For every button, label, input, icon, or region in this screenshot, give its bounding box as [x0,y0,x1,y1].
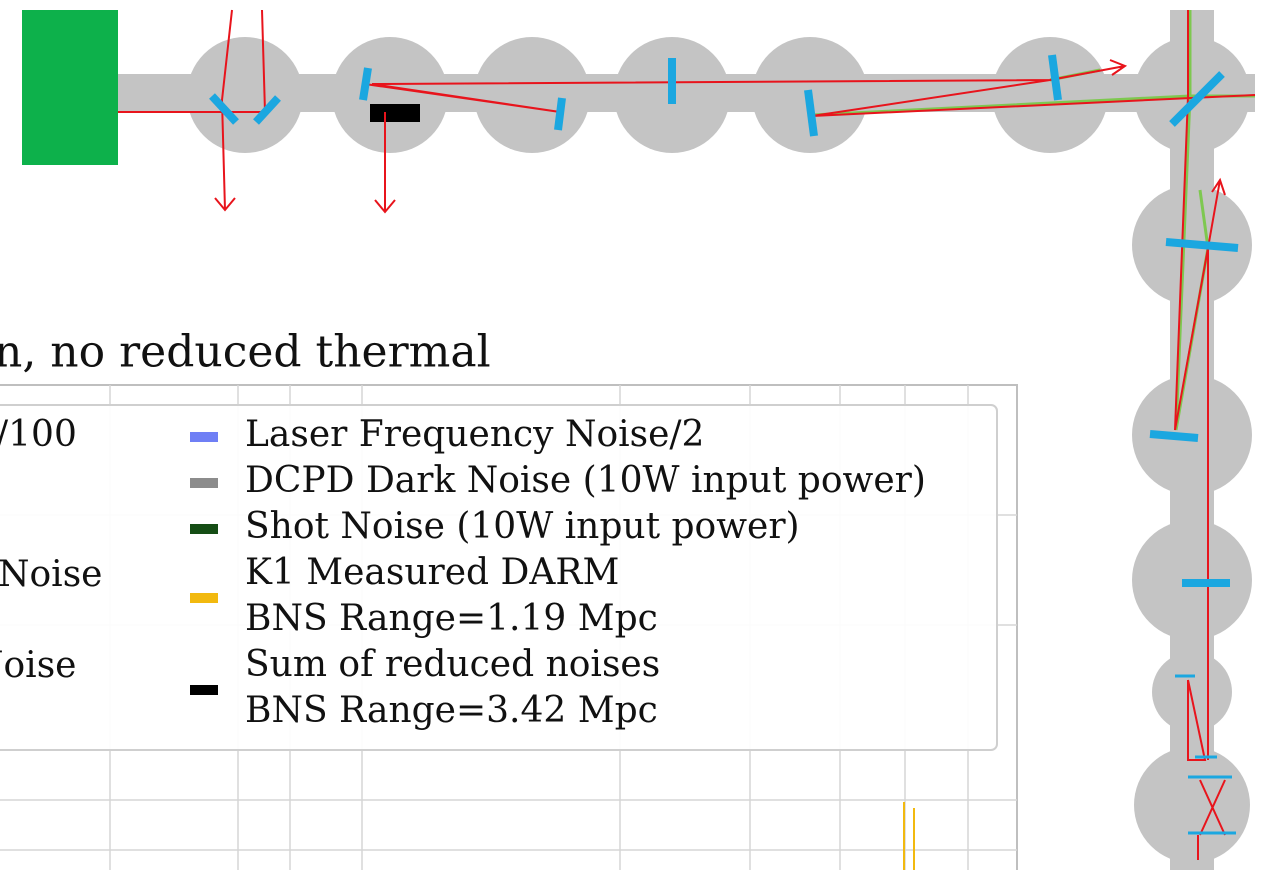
legend-label: DCPD Dark Noise (10W input power) [245,460,926,501]
legend: Laser Frequency Noise/2 DCPD Dark Noise (… [190,414,926,731]
legend-label: Noise [0,645,76,686]
legend-label: Noise [0,554,102,595]
legend-swatch [190,593,218,603]
legend-box [0,404,998,751]
legend-label: K1 Measured DARM [245,552,619,593]
interferometer [22,9,1256,870]
legend-label: /100 [0,414,77,455]
legend-label: BNS Range=3.42 Mpc [245,690,658,731]
legend-swatch [190,685,218,695]
legend-label: Shot Noise (10W input power) [245,506,800,547]
legend-label: Laser Frequency Noise/2 [245,414,704,455]
legend-swatch [190,432,218,442]
legend-label: BNS Range=1.19 Mpc [245,598,658,639]
plot-title: n, no reduced thermal [0,327,491,378]
legend-swatch [190,524,218,534]
legend-swatch [190,478,218,488]
plot: n, no reduced thermal /100 Noise Noise L… [0,327,1018,870]
legend-label: Sum of reduced noises [245,644,660,685]
